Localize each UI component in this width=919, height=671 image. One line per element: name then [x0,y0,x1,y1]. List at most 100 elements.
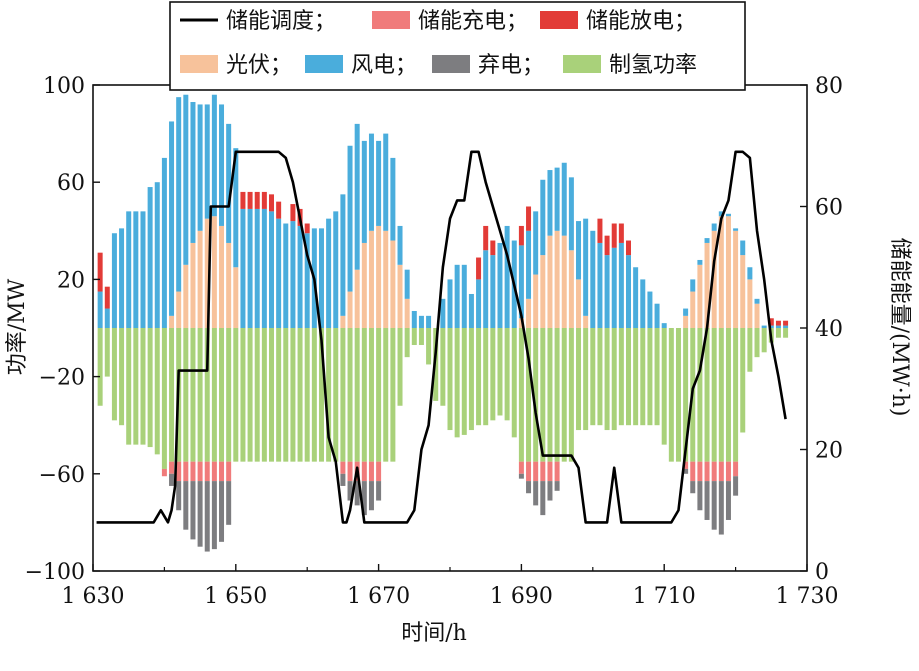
bar-弃电-1692 [533,481,539,506]
bar-储能充电-1691 [526,461,532,482]
legend-label: 弃电； [478,53,544,78]
bar-储能充电-1715 [697,461,703,482]
bar-储能放电-1684 [476,257,482,280]
bar-制氢功率-1687 [497,328,503,416]
bar-弃电-1695 [554,481,560,491]
bar-风电-1653 [254,208,260,328]
bar-光伏-1715 [697,264,703,328]
bar-制氢功率-1676 [418,328,424,346]
bar-光伏-1669 [368,230,374,328]
bar-制氢功率-1699 [583,328,589,431]
bar-制氢功率-1667 [354,328,360,462]
bar-制氢功率-1651 [240,328,246,462]
bar-光伏-1723 [754,303,760,328]
bar-风电-1662 [318,228,324,328]
bar-风电-1649 [226,123,232,243]
bar-光伏-1697 [568,250,574,328]
bar-储能放电-1632 [104,286,110,309]
bar-弃电-1719 [725,481,731,520]
bar-风电-1647 [211,94,217,217]
bar-光伏-1699 [583,315,589,328]
y2-tick-label: 20 [815,439,843,464]
bar-弃电-1648 [219,481,225,542]
bar-风电-1668 [361,140,367,243]
bar-风电-1634 [119,228,125,328]
bar-风电-1717 [711,223,717,231]
bar-光伏-1674 [404,298,410,328]
bar-风电-1707 [640,279,646,328]
legend-label: 光伏； [226,53,292,78]
bar-制氢功率-1704 [618,328,624,426]
bar-风电-1670 [376,140,382,226]
bar-风电-1638 [147,187,153,328]
bar-光伏-1722 [747,279,753,328]
bar-制氢功率-1681 [454,328,460,438]
line-layer [96,150,787,524]
bar-制氢功率-1636 [133,328,139,445]
bar-储能充电-1719 [725,461,731,482]
bar-储能充电-1714 [690,461,696,482]
bar-储能放电-1704 [618,223,624,243]
bar-风电-1664 [333,211,339,328]
bar-制氢功率-1702 [604,328,610,431]
bar-制氢功率-1670 [376,328,382,462]
bar-制氢功率-1658 [290,328,296,462]
legend-swatch [540,11,578,29]
bar-光伏-1694 [547,235,553,328]
bar-风电-1677 [426,315,432,328]
bar-制氢功率-1632 [104,328,110,377]
bar-储能放电-1655 [269,194,274,212]
bar-储能放电-1652 [247,191,253,209]
bar-风电-1655 [269,211,274,328]
bar-制氢功率-1656 [276,328,282,462]
bar-储能放电-1701 [597,218,603,243]
bar-储能放电-1653 [254,191,260,209]
y2-tick-label: 80 [815,74,843,99]
legend-label: 风电； [351,53,417,78]
bar-制氢功率-1708 [647,328,653,426]
x-tick-label: 1 710 [633,584,696,609]
storage-schedule-line [96,150,787,524]
bar-储能充电-1717 [711,461,717,482]
bar-制氢功率-1715 [697,328,703,462]
bar-风电-1716 [704,238,710,243]
bar-弃电-1713 [683,468,689,474]
bar-弃电-1693 [540,481,546,516]
bar-制氢功率-1680 [447,328,453,431]
bar-风电-1723 [754,298,760,304]
bar-储能充电-1646 [204,461,210,482]
bar-储能放电-1656 [276,201,282,219]
bar-弃电-1643 [183,481,189,530]
y2-axis-title: 储能能量/(MW·h) [887,238,912,417]
bar-制氢功率-1668 [361,328,367,462]
bar-储能放电-1691 [526,206,532,231]
legend-label: 储能放电； [586,9,696,34]
bar-储能充电-1718 [718,461,724,482]
bar-制氢功率-1662 [318,328,324,462]
bar-风电-1632 [104,308,110,328]
bar-风电-1671 [383,133,389,231]
bar-光伏-1713 [683,315,689,328]
bar-风电-1673 [397,225,403,265]
bar-风电-1663 [326,218,332,328]
bar-光伏-1645 [197,230,203,328]
bar-制氢功率-1646 [204,328,210,462]
bar-弃电-1645 [197,481,203,547]
bar-风电-1727 [783,325,789,328]
bar-风电-1710 [661,323,667,328]
bar-风电-1713 [683,308,689,316]
y2-tick-label: 0 [815,560,829,585]
bar-风电-1705 [626,255,631,328]
bar-弃电-1642 [176,481,182,511]
bar-制氢功率-1637 [140,328,146,445]
y-tick-label: 20 [57,268,85,293]
bar-弃电-1670 [376,481,382,501]
bar-制氢功率-1698 [576,328,582,431]
legend-swatch [305,55,343,73]
bar-制氢功率-1679 [440,328,446,406]
bar-风电-1692 [533,211,539,275]
bar-制氢功率-1718 [718,328,724,462]
bar-储能放电-1726 [775,320,781,326]
bar-风电-1657 [283,223,289,328]
bar-制氢功率-1724 [761,328,767,353]
